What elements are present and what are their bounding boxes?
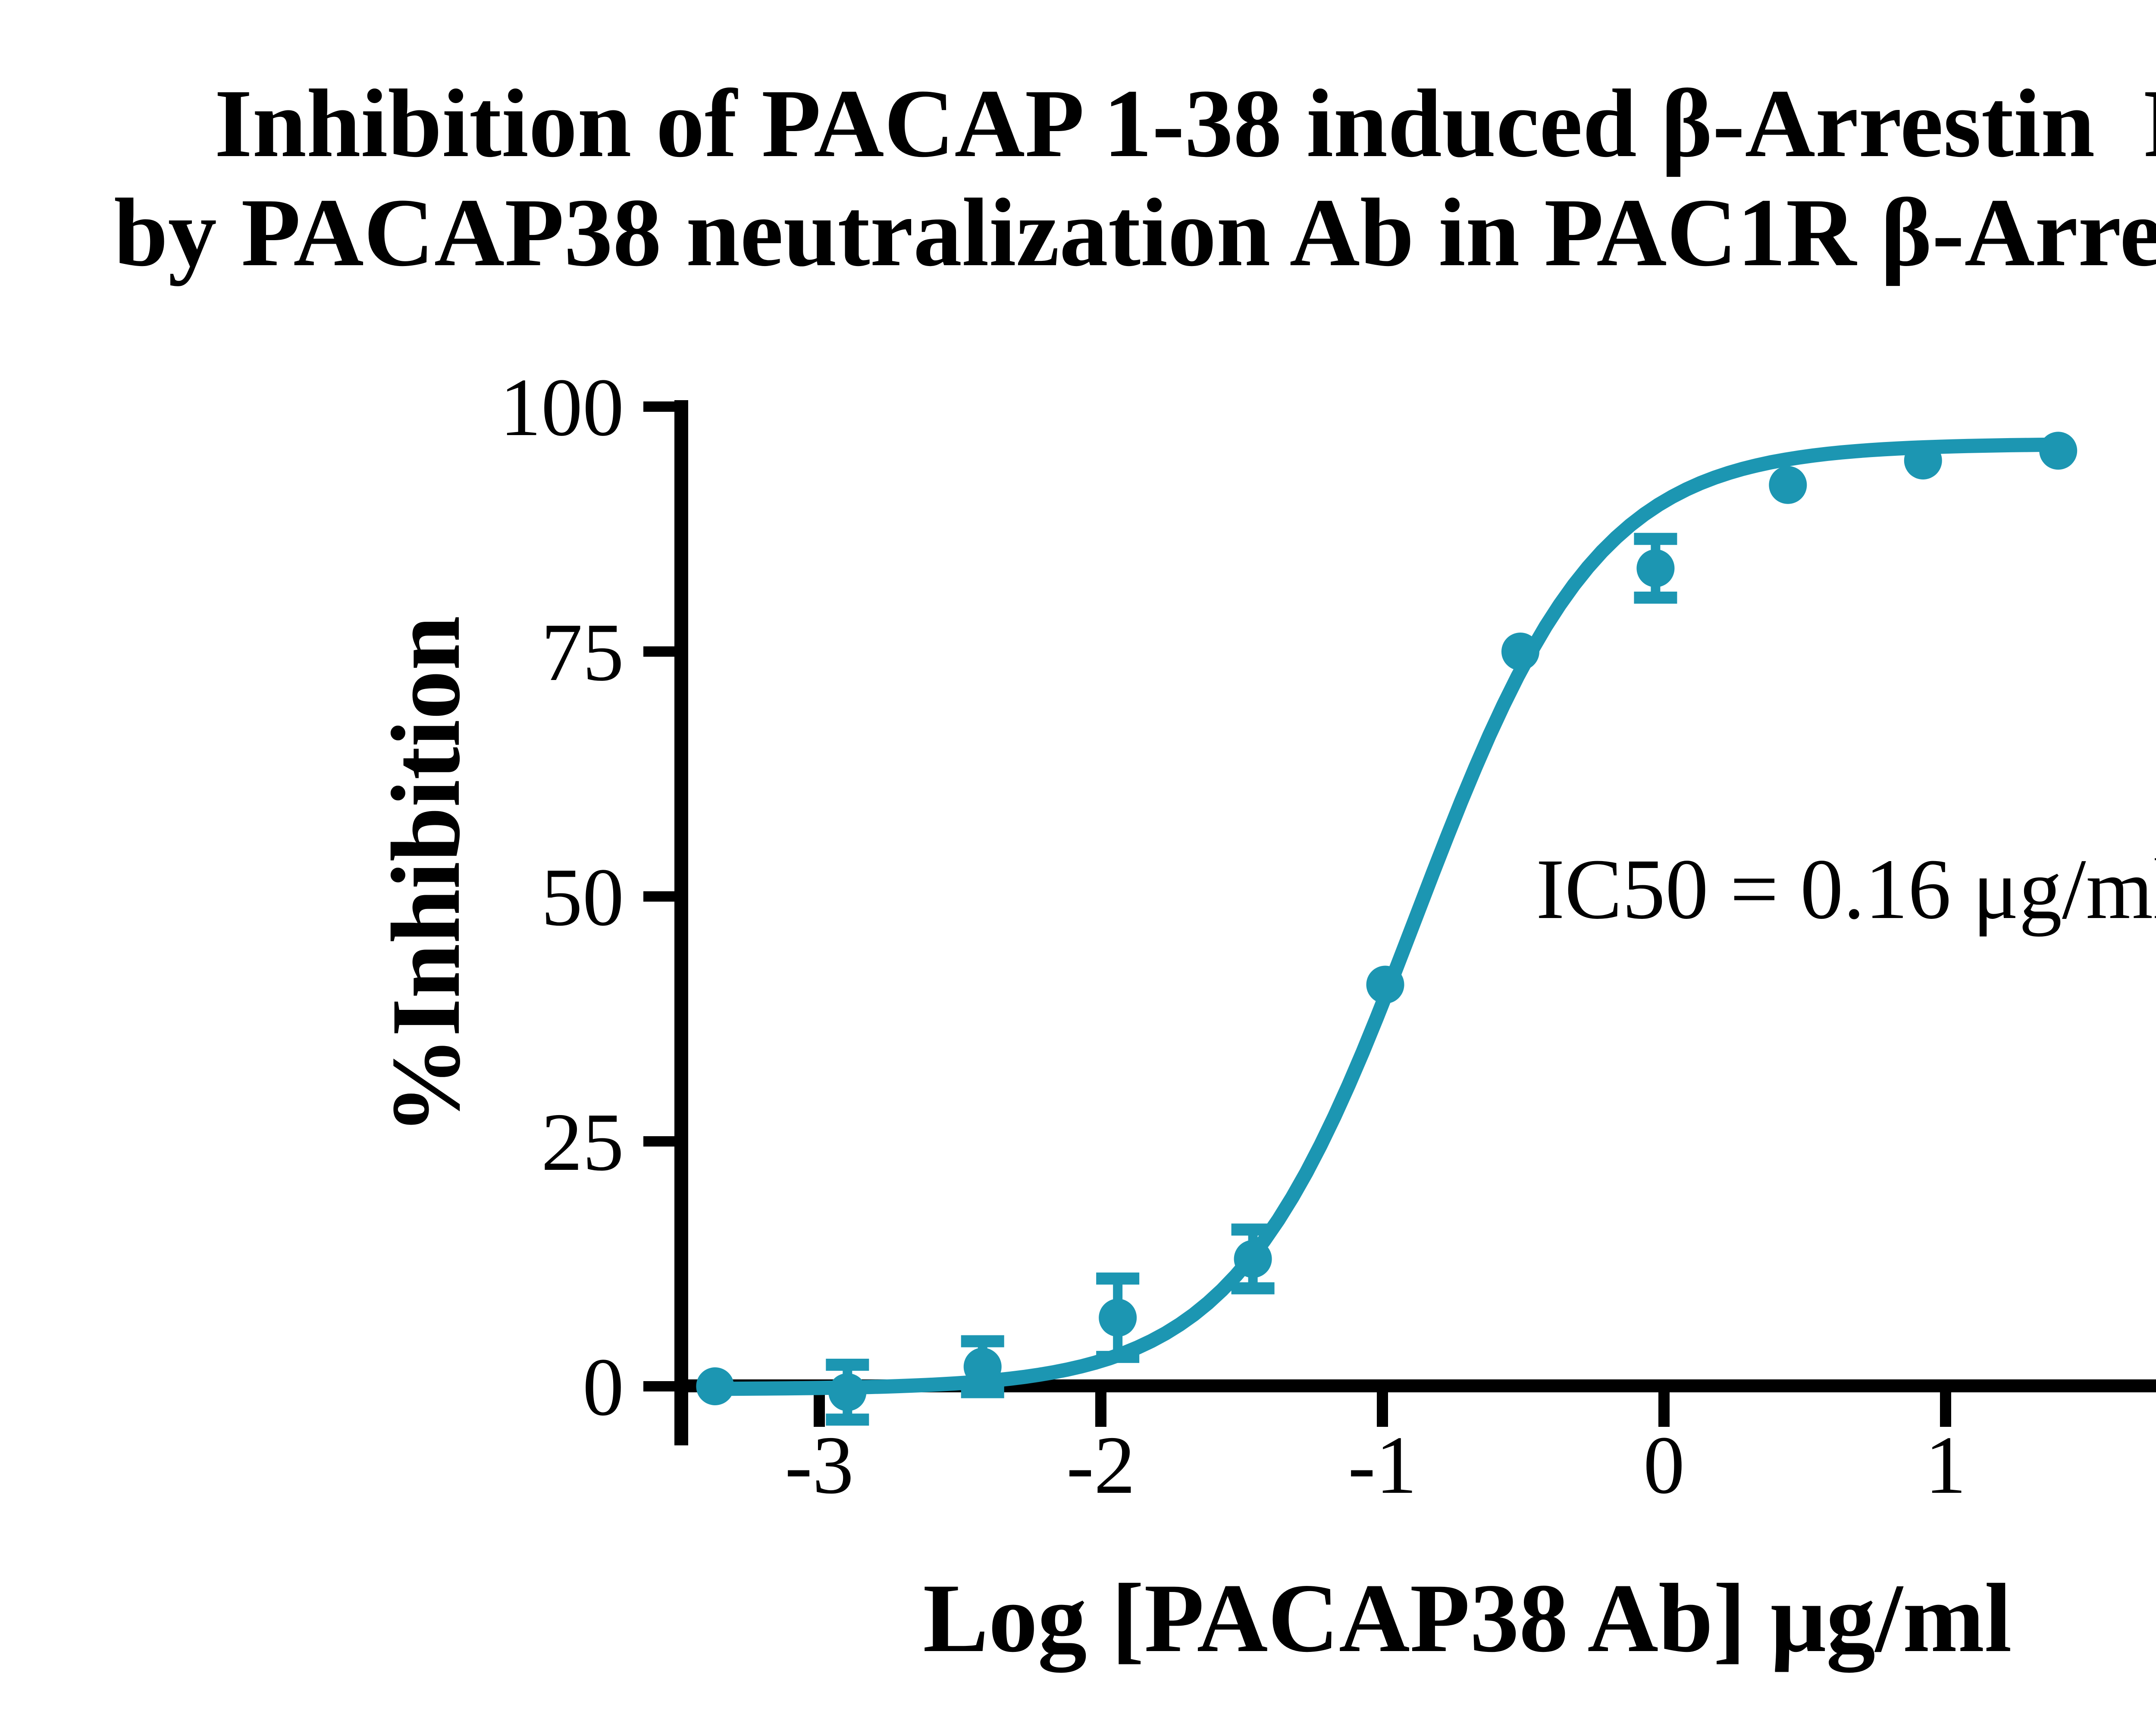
x-tick-label--1: -1 bbox=[1348, 1419, 1417, 1511]
x-tick--1 bbox=[1377, 1392, 1388, 1427]
x-tick-0 bbox=[1658, 1392, 1670, 1427]
data-point-1 bbox=[696, 1367, 734, 1405]
y-tick-label-100: 100 bbox=[500, 361, 624, 453]
ic50-annotation: IC50 = 0.16 μg/ml bbox=[1536, 842, 2156, 937]
y-tick-50 bbox=[643, 891, 674, 902]
data-point-4 bbox=[1099, 1298, 1137, 1337]
y-axis-label: %Inhibition bbox=[372, 616, 480, 1135]
data-point-7 bbox=[1501, 633, 1539, 671]
y-axis-line bbox=[674, 400, 688, 1445]
y-tick-100 bbox=[643, 401, 674, 412]
x-tick-label--3: -3 bbox=[785, 1419, 854, 1511]
data-point-8 bbox=[1636, 549, 1675, 587]
data-point-2 bbox=[828, 1373, 867, 1411]
y-tick-label-50: 50 bbox=[541, 851, 624, 943]
chart-title: Inhibition of PACAP 1-38 induced β-Arres… bbox=[0, 69, 2156, 287]
chart-title-line-2: by PACAP38 neutralization Ab in PAC1R β-… bbox=[114, 179, 2156, 286]
y-tick-25 bbox=[643, 1136, 674, 1147]
x-tick-1 bbox=[1940, 1392, 1951, 1427]
x-tick--2 bbox=[1095, 1392, 1106, 1427]
data-point-9 bbox=[1769, 466, 1807, 504]
x-tick-label-0: 0 bbox=[1643, 1419, 1685, 1511]
y-tick-label-75: 75 bbox=[541, 606, 624, 698]
data-point-5 bbox=[1234, 1240, 1272, 1278]
data-point-3 bbox=[963, 1347, 1002, 1386]
y-tick-label-25: 25 bbox=[541, 1096, 624, 1188]
x-tick--3 bbox=[814, 1392, 825, 1427]
x-axis-label: Log [PACAP38 Ab] μg/ml bbox=[923, 1564, 2012, 1673]
y-tick-75 bbox=[643, 646, 674, 657]
y-tick-label-0: 0 bbox=[583, 1341, 624, 1433]
data-point-6 bbox=[1366, 965, 1404, 1004]
x-tick-label--2: -2 bbox=[1066, 1419, 1135, 1511]
data-point-11 bbox=[2039, 432, 2078, 470]
x-tick-label-1: 1 bbox=[1925, 1419, 1966, 1511]
data-point-10 bbox=[1904, 441, 1942, 479]
chart-title-line-1: Inhibition of PACAP 1-38 induced β-Arres… bbox=[214, 69, 2156, 177]
y-tick-0 bbox=[643, 1381, 674, 1391]
